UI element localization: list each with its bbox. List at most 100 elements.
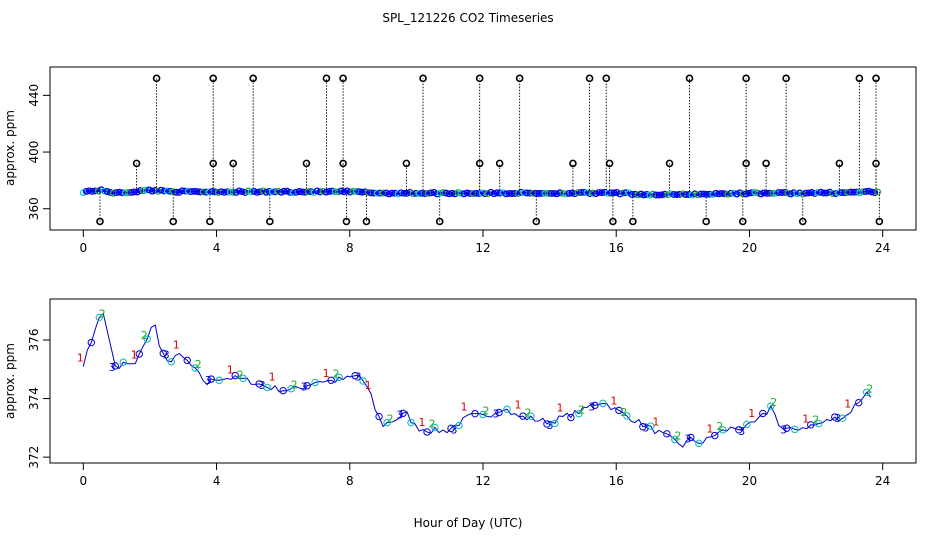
zoom-point <box>351 371 359 380</box>
zoom-point <box>167 358 175 366</box>
zoom-point <box>527 412 535 420</box>
high-outlier-point <box>132 159 141 168</box>
low-outlier-point <box>435 217 444 226</box>
high-outlier-point <box>515 74 524 83</box>
baseline-point <box>751 188 759 196</box>
zoom-series-label: 3 <box>492 407 499 420</box>
low-outlier-point <box>875 217 884 226</box>
zoom-point <box>767 402 775 410</box>
baseline-point <box>865 187 873 195</box>
zoom-series-label: 2 <box>387 413 394 426</box>
y-tick-label: 374 <box>27 387 41 410</box>
baseline-point <box>433 190 441 198</box>
high-outlier-point <box>339 159 347 168</box>
x-tick-label: 4 <box>213 474 221 488</box>
low-outlier-point <box>798 217 807 226</box>
zoom-point <box>647 422 655 430</box>
x-tick-label: 20 <box>742 474 757 488</box>
zoom-series-label: 1 <box>269 371 276 384</box>
zoom-point <box>503 405 511 413</box>
baseline-point <box>100 187 108 195</box>
high-outlier-point <box>872 159 880 168</box>
zoom-point <box>215 376 223 385</box>
low-outlier-point <box>609 217 617 226</box>
zoom-series-label: 1 <box>748 407 755 420</box>
zoom-series-label: 1 <box>514 399 521 412</box>
x-tick-label: 12 <box>475 241 490 255</box>
high-outlier-point <box>665 159 674 168</box>
x-tick-label: 0 <box>79 241 87 255</box>
zoom-point <box>407 418 415 427</box>
x-tick-label: 8 <box>346 474 354 488</box>
zoom-series-label: 2 <box>333 367 340 380</box>
x-tick-label: 24 <box>875 241 890 255</box>
baseline-point <box>481 190 489 198</box>
zoom-point <box>479 410 487 419</box>
zoom-series-label: 2 <box>524 406 531 419</box>
high-outlier-point <box>855 74 864 83</box>
high-outlier-point <box>322 74 331 83</box>
zoom-point <box>431 423 439 432</box>
zoom-series-label: 1 <box>323 367 330 380</box>
baseline-point <box>235 187 243 195</box>
zoom-series-label: 2 <box>770 396 777 409</box>
zoom-series-label: 3 <box>355 371 362 384</box>
zoom-series-label: 2 <box>674 430 681 443</box>
high-outlier-point <box>742 159 750 168</box>
zoom-series-label: 3 <box>205 374 212 387</box>
low-outlier-point <box>362 217 371 226</box>
zoom-series-label: 3 <box>546 419 553 432</box>
zoom-series-label: 1 <box>419 416 426 429</box>
low-outlier-point <box>342 217 351 226</box>
y-tick-label: 400 <box>27 141 41 164</box>
high-outlier-point <box>495 159 504 168</box>
y-axis-label-bottom: approx. ppm <box>3 343 17 419</box>
low-outlier-point <box>169 217 178 226</box>
high-outlier-point <box>419 74 427 83</box>
high-outlier-point <box>685 74 694 83</box>
zoom-series-label: 2 <box>291 379 298 392</box>
zoom-series-label: 3 <box>834 412 841 425</box>
zoom-series-label: 1 <box>227 364 234 377</box>
y-tick-label: 372 <box>27 446 41 469</box>
zoom-point <box>303 382 311 390</box>
zoom-point <box>519 412 527 420</box>
zoom-point <box>111 362 119 370</box>
zoom-series-label: 1 <box>173 338 180 351</box>
low-outlier-point <box>532 217 541 226</box>
zoom-series-label: 3 <box>642 422 649 435</box>
panel-bottom: approx. ppm 0 4 8 12 16 20 2437237437612312312… <box>3 298 917 488</box>
zoom-point <box>743 420 751 429</box>
high-outlier-point <box>475 74 484 83</box>
zoom-series-label: 3 <box>163 348 170 361</box>
zoom-point <box>495 408 503 417</box>
zoom-point <box>135 350 143 358</box>
zoom-point <box>255 380 263 388</box>
plot-frame-bottom <box>49 298 917 464</box>
x-tick-label: 24 <box>875 474 890 488</box>
chart-title: SPL_121226 CO2 Timeseries <box>382 11 553 25</box>
zoom-trace <box>82 312 872 448</box>
zoom-point <box>815 419 823 428</box>
zoom-series-label: 3 <box>684 432 691 445</box>
zoom-series-label: 3 <box>301 381 308 394</box>
low-outlier-point <box>738 217 747 226</box>
y-tick-label: 376 <box>27 329 41 352</box>
x-tick-label: 8 <box>346 241 354 255</box>
zoom-point <box>87 338 96 347</box>
zoom-point <box>855 398 863 407</box>
zoom-point <box>687 433 695 442</box>
zoom-point <box>783 424 791 432</box>
zoom-point <box>447 424 455 433</box>
zoom-point <box>599 399 607 408</box>
zoom-point <box>759 409 767 418</box>
zoom-point <box>543 420 551 428</box>
zoom-series-label: 1 <box>556 401 563 414</box>
high-outlier-point <box>209 159 218 168</box>
zoom-point <box>327 376 335 384</box>
zoom-point <box>591 401 599 410</box>
high-outlier-point <box>569 159 577 168</box>
zoom-point <box>663 430 671 438</box>
y-tick-label: 360 <box>27 197 41 220</box>
